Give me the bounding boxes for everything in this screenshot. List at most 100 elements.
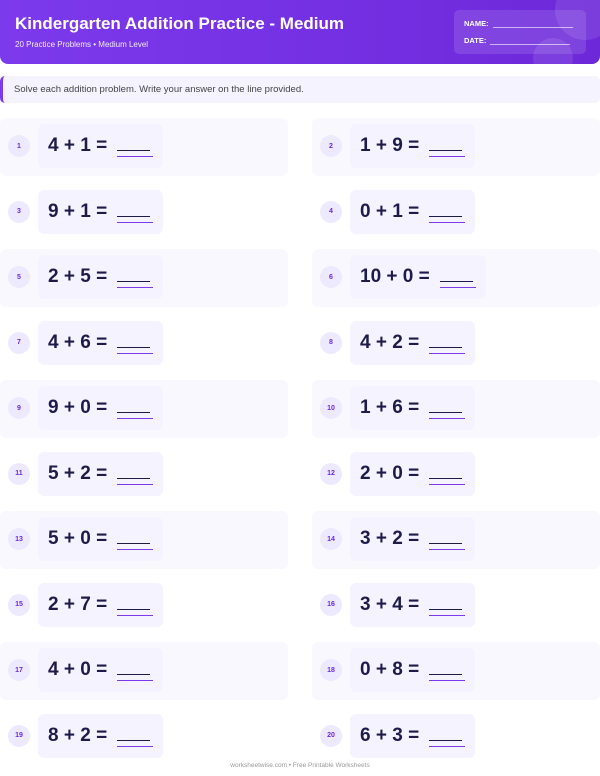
answer-line[interactable] <box>117 332 154 354</box>
problem-number: 15 <box>8 593 30 616</box>
problem-item: 8 4 + 2 = <box>312 315 600 373</box>
problem-box: 2 + 0 = <box>350 451 476 496</box>
problem-number: 2 <box>320 135 342 157</box>
problem-box: 9 + 0 = <box>38 386 164 430</box>
problem-box: 5 + 2 = <box>38 451 164 496</box>
problem-item: 14 3 + 2 = <box>312 511 600 569</box>
problem-item: 9 9 + 0 = <box>0 380 288 438</box>
equation: 5 + 0 = <box>48 528 108 549</box>
answer-line[interactable] <box>117 135 154 157</box>
equation: 6 + 3 = <box>360 724 420 746</box>
problem-item: 19 8 + 2 = <box>0 708 288 766</box>
problem-box: 6 + 3 = <box>350 713 476 758</box>
problem-box: 4 + 1 = <box>38 124 164 168</box>
problem-number: 20 <box>320 724 342 747</box>
problem-box: 2 + 5 = <box>38 255 164 299</box>
footer: worksheetwise.com • Free Printable Works… <box>230 762 370 769</box>
problem-number: 11 <box>8 462 30 485</box>
problem-item: 1 4 + 1 = <box>0 118 288 176</box>
problem-number: 12 <box>320 462 342 485</box>
name-label: NAME: <box>464 19 489 28</box>
equation: 0 + 1 = <box>360 200 420 222</box>
equation: 4 + 1 = <box>48 135 108 156</box>
date-line[interactable] <box>490 37 571 45</box>
problem-box: 5 + 0 = <box>38 517 164 561</box>
answer-line[interactable] <box>117 594 154 616</box>
problem-item: 3 9 + 1 = <box>0 184 288 242</box>
problem-number: 7 <box>8 331 30 354</box>
equation: 0 + 8 = <box>360 659 420 680</box>
problem-number: 19 <box>8 724 30 747</box>
answer-line[interactable] <box>429 135 466 157</box>
instructions: Solve each addition problem. Write your … <box>0 76 600 103</box>
problem-box: 3 + 4 = <box>350 582 476 627</box>
problem-box: 9 + 1 = <box>38 189 164 234</box>
answer-line[interactable] <box>117 659 154 681</box>
problem-item: 18 0 + 8 = <box>312 642 600 700</box>
equation: 2 + 5 = <box>48 266 108 287</box>
problem-item: 5 2 + 5 = <box>0 249 288 307</box>
equation: 10 + 0 = <box>360 266 430 287</box>
answer-line[interactable] <box>429 397 466 419</box>
problem-number: 16 <box>320 593 342 616</box>
problem-item: 13 5 + 0 = <box>0 511 288 569</box>
answer-line[interactable] <box>439 266 476 288</box>
answer-line[interactable] <box>117 528 154 550</box>
problem-box: 4 + 2 = <box>350 320 476 365</box>
problem-number: 4 <box>320 200 342 223</box>
problem-number: 10 <box>320 397 342 419</box>
page-title: Kindergarten Addition Practice - Medium <box>15 14 345 33</box>
problem-box: 2 + 7 = <box>38 582 164 627</box>
problem-number: 9 <box>8 397 30 419</box>
answer-line[interactable] <box>429 594 466 616</box>
problem-number: 14 <box>320 528 342 550</box>
answer-line[interactable] <box>429 332 466 354</box>
answer-line[interactable] <box>429 463 466 485</box>
problem-item: 7 4 + 6 = <box>0 315 288 373</box>
equation: 8 + 2 = <box>48 724 108 746</box>
problem-item: 12 2 + 0 = <box>312 446 600 504</box>
problem-box: 4 + 6 = <box>38 320 164 365</box>
problem-number: 1 <box>8 135 30 157</box>
date-label: DATE: <box>464 36 487 45</box>
answer-line[interactable] <box>429 725 466 747</box>
page-subtitle: 20 Practice Problems • Medium Level <box>15 40 149 49</box>
answer-line[interactable] <box>117 201 154 223</box>
equation: 1 + 6 = <box>360 397 420 418</box>
answer-line[interactable] <box>429 659 466 681</box>
equation: 1 + 9 = <box>360 135 420 156</box>
problem-item: 20 6 + 3 = <box>312 708 600 766</box>
problem-box: 1 + 6 = <box>350 386 476 430</box>
problem-item: 16 3 + 4 = <box>312 577 600 635</box>
answer-line[interactable] <box>117 266 154 288</box>
problem-number: 5 <box>8 266 30 288</box>
answer-line[interactable] <box>429 201 466 223</box>
equation: 4 + 0 = <box>48 659 108 680</box>
problem-box: 10 + 0 = <box>350 255 486 299</box>
problem-box: 0 + 8 = <box>350 648 476 692</box>
problem-number: 13 <box>8 528 30 550</box>
problem-number: 18 <box>320 659 342 681</box>
answer-line[interactable] <box>117 463 154 485</box>
equation: 2 + 0 = <box>360 462 420 484</box>
equation: 4 + 2 = <box>360 331 420 353</box>
problem-item: 11 5 + 2 = <box>0 446 288 504</box>
equation: 5 + 2 = <box>48 462 108 484</box>
equation: 9 + 0 = <box>48 397 108 418</box>
problem-item: 6 10 + 0 = <box>312 249 600 307</box>
problem-item: 4 0 + 1 = <box>312 184 600 242</box>
decor-circle <box>533 38 573 64</box>
problem-number: 8 <box>320 331 342 354</box>
problem-box: 3 + 2 = <box>350 517 476 561</box>
problem-item: 2 1 + 9 = <box>312 118 600 176</box>
problem-box: 4 + 0 = <box>38 648 164 692</box>
equation: 9 + 1 = <box>48 200 108 222</box>
answer-line[interactable] <box>429 528 466 550</box>
problem-number: 3 <box>8 200 30 223</box>
problem-box: 0 + 1 = <box>350 189 476 234</box>
equation: 3 + 2 = <box>360 528 420 549</box>
answer-line[interactable] <box>117 397 154 419</box>
name-date-box: NAME: DATE: <box>454 10 586 54</box>
name-line[interactable] <box>492 20 573 28</box>
answer-line[interactable] <box>117 725 154 747</box>
